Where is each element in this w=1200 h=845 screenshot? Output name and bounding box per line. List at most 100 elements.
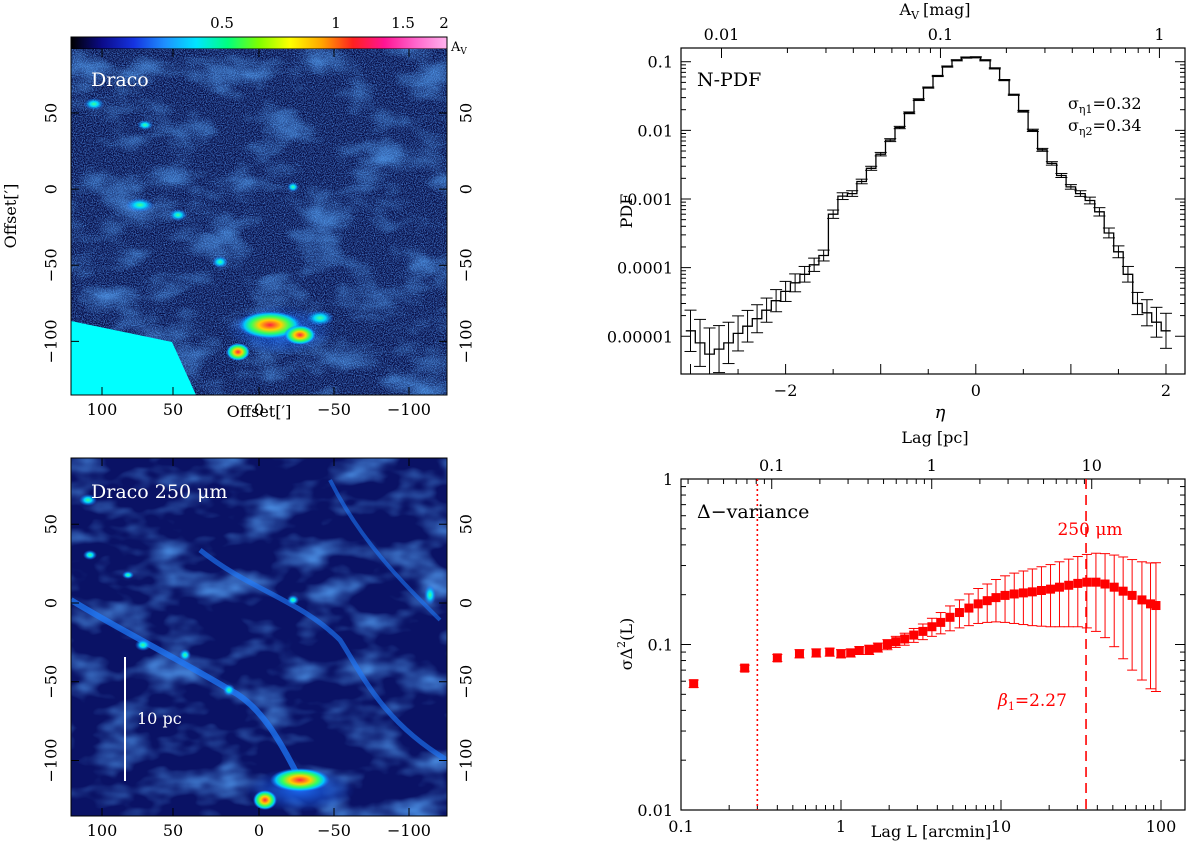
map-ytick-label-left: 50 [42, 514, 61, 534]
cbar-tick-label: 1 [331, 14, 341, 32]
map-ytick-label-right: −100 [457, 739, 476, 783]
npdf-plot-frame [680, 47, 1186, 375]
dv-point [954, 608, 964, 618]
dv-xtick-label: 10 [991, 817, 1011, 836]
map-ytick-label-right: 0 [457, 184, 476, 194]
dv-point [945, 612, 955, 622]
map-xtick-label: 50 [163, 821, 183, 840]
npdf-sigma2-annotation: ση2=0.34 [1068, 116, 1142, 138]
dv-point [900, 634, 910, 644]
250um-map-label: Draco 250 μm [91, 481, 227, 503]
cbar-tick-label: 0.5 [210, 14, 234, 32]
map-ytick-label-left: 0 [42, 184, 61, 194]
dv-point [991, 593, 1001, 603]
npdf-series [684, 56, 1172, 374]
dv-title: Δ−variance [697, 501, 809, 523]
250um-map-panel: Draco 250 μm 10 pc 100 50 0 −50 −100 50 50 0 0 −5… [42, 457, 476, 840]
dv-ytick-label: 0.01 [637, 801, 673, 820]
dv-point [1151, 601, 1161, 611]
npdf-chart: −2 0 2 0.1 0.01 0.001 0.0001 0.00001 0.01 0.1 1 N-… [607, 0, 1186, 423]
map-xtick-label: −100 [387, 821, 431, 840]
npdf-xtick-label: 2 [1161, 381, 1171, 400]
dv-beta-annotation: β1=2.27 [997, 691, 1067, 713]
dv-top-tick-label: 10 [1082, 456, 1102, 475]
map-ytick-label-left: 0 [42, 598, 61, 608]
map-xtick-label: 50 [163, 400, 183, 419]
dv-point [689, 679, 699, 689]
dv-point [982, 596, 992, 606]
av-map-xlabel: Offset[′] [227, 402, 292, 421]
map-ytick-label-left: −50 [42, 665, 61, 699]
npdf-ytick-label: 0.1 [648, 53, 673, 72]
npdf-top-tick-label: 0.01 [704, 25, 740, 44]
dv-series-label: 250 μm [1057, 520, 1122, 540]
dv-point [864, 645, 874, 655]
dv-top-tick-label: 1 [927, 456, 937, 475]
npdf-title: N-PDF [697, 69, 761, 91]
dv-point [873, 642, 883, 652]
dv-point [882, 640, 892, 649]
map-xtick-label: 0 [254, 821, 264, 840]
scale-bar-label: 10 pc [137, 709, 182, 728]
npdf-xtick-label: 0 [971, 381, 981, 400]
dv-point [825, 647, 835, 657]
dv-xlabel: Lag L [arcmin] [871, 822, 991, 841]
dv-xtick-label: 100 [1146, 817, 1177, 836]
dv-point [1054, 582, 1064, 592]
map-ytick-label-left: −50 [42, 248, 61, 282]
dv-point [909, 630, 919, 640]
npdf-sigma1-annotation: ση1=0.32 [1068, 94, 1142, 116]
dv-xtick-label: 0.1 [668, 817, 693, 836]
dv-point [936, 617, 946, 627]
av-map-panel: 0.5 1 1.5 2 AV Draco 100 50 0 −50 −100 50 50 0 0… [1, 14, 476, 421]
map-xtick-label: −50 [317, 821, 351, 840]
dv-point [1009, 589, 1019, 599]
dv-point [811, 648, 821, 658]
cbar-unit-label: AV [450, 40, 467, 57]
250um-map-axes: 100 50 0 −50 −100 50 50 0 0 −50 −50 −100 −100 [42, 458, 476, 840]
map-ytick-label-right: 0 [457, 598, 476, 608]
cbar-tick-label: 1.5 [391, 14, 415, 32]
dv-top-tick-label: 0.1 [759, 456, 784, 475]
npdf-axes: −2 0 2 0.1 0.01 0.001 0.0001 0.00001 0.01 0.1 1 [607, 25, 1185, 400]
npdf-ytick-label: 0.0001 [617, 259, 673, 278]
dv-point [1046, 584, 1056, 594]
dv-point [794, 649, 804, 659]
map-ytick-label-right: −50 [457, 248, 476, 282]
dv-point [1000, 590, 1010, 600]
npdf-ytick-label: 0.00001 [607, 327, 673, 346]
map-xtick-label: 100 [87, 821, 118, 840]
dv-point [1018, 588, 1028, 598]
npdf-xlabel: η [935, 402, 946, 423]
av-colorbar [70, 36, 448, 50]
map-xtick-label: 100 [87, 400, 118, 419]
dv-point [1064, 580, 1074, 590]
map-xtick-label: −50 [317, 400, 351, 419]
map-ytick-label-right: −100 [457, 319, 476, 363]
npdf-top-xlabel: AV [mag] [899, 0, 971, 22]
npdf-ytick-label: 0.01 [637, 121, 673, 140]
npdf-ytick-label: 0.001 [627, 190, 673, 209]
npdf-top-tick-label: 1 [1154, 25, 1164, 44]
av-map-ylabel: Offset[′] [1, 184, 20, 249]
av-map-label: Draco [91, 69, 149, 91]
dv-point [1118, 586, 1128, 596]
dv-point [1073, 578, 1083, 588]
dv-top-xlabel: Lag [pc] [901, 428, 968, 447]
map-ytick-label-left: −100 [42, 739, 61, 783]
dv-ytick-label: 1 [663, 470, 673, 489]
dv-point [1091, 577, 1101, 587]
dv-point [973, 599, 983, 609]
map-ytick-label-right: −50 [457, 665, 476, 699]
av-map-image [71, 49, 447, 395]
map-ytick-label-right: 50 [457, 514, 476, 534]
dv-point [836, 649, 846, 659]
dv-point [740, 663, 750, 673]
dv-xtick-label: 1 [836, 817, 846, 836]
dv-point [1127, 590, 1137, 600]
dv-point [918, 626, 928, 636]
dv-point [772, 653, 782, 663]
